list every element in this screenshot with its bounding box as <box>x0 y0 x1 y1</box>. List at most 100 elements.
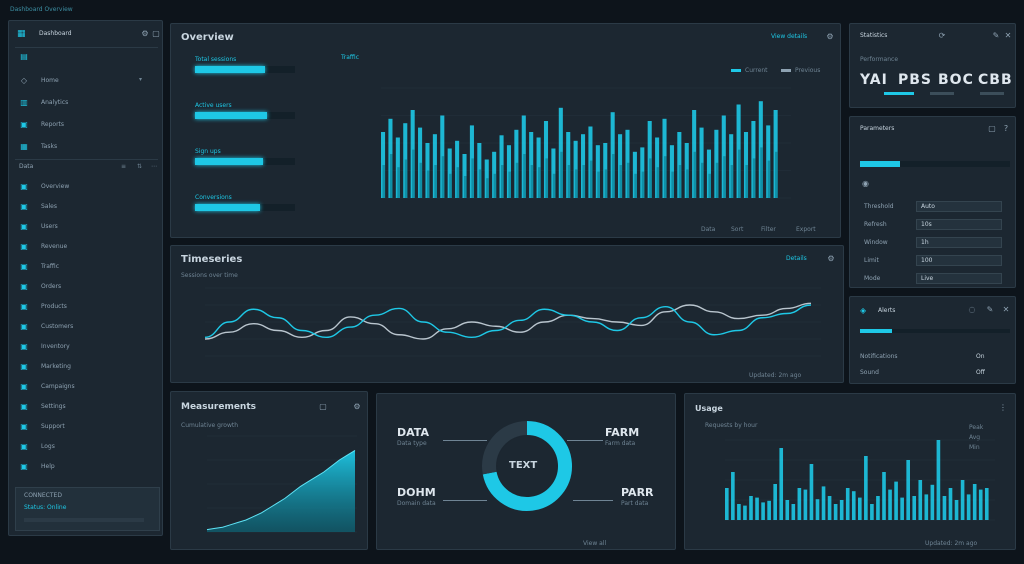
bar <box>749 496 753 520</box>
bar <box>978 489 983 520</box>
expand-icon[interactable]: ▢ <box>319 402 327 411</box>
bar-previous <box>575 169 578 198</box>
bar <box>984 488 989 520</box>
bar <box>900 497 904 520</box>
bar-previous <box>478 169 482 198</box>
parameter-field[interactable]: 100 <box>916 255 1002 266</box>
bar-previous <box>530 165 534 198</box>
grid-icon: ▦ <box>17 29 26 39</box>
bar-previous <box>538 167 541 198</box>
sidebar-item-analytics[interactable]: ▥ Analytics <box>20 98 69 107</box>
mute-icon[interactable]: ◌ <box>968 305 976 314</box>
sidebar-list-item[interactable]: ▣ Settings <box>9 399 169 415</box>
sidebar-list-item[interactable]: ▣ Help <box>9 459 169 475</box>
bar <box>864 456 868 520</box>
bar <box>972 484 977 520</box>
settings-icon[interactable]: ⚙ <box>826 32 834 41</box>
usage-footer: Updated: 2m ago <box>925 540 978 547</box>
bar-previous <box>760 147 763 198</box>
sidebar-item-tasks[interactable]: ▦ Tasks <box>20 142 58 151</box>
sidebar-list-item[interactable]: ▣ Products <box>9 299 169 315</box>
alert-value-1[interactable]: On <box>976 353 985 360</box>
bar <box>815 499 820 520</box>
sidebar-list-item[interactable]: ▣ Logs <box>9 439 169 455</box>
home-icon: ◇ <box>20 76 28 85</box>
item-icon: ▣ <box>20 362 28 371</box>
sidebar-list-item[interactable]: ▣ Marketing <box>9 359 169 375</box>
sidebar-list-item[interactable]: ▣ Overview <box>9 179 169 195</box>
expand-icon[interactable]: ▢ <box>988 124 996 133</box>
sidebar-item-menu[interactable]: ▤ <box>9 49 169 65</box>
bar <box>761 502 765 520</box>
edit-icon[interactable]: ✎ <box>992 31 1000 40</box>
donut-slice <box>482 421 528 475</box>
sidebar-list-label: Marketing <box>41 363 71 370</box>
usage-title: Usage <box>695 404 723 413</box>
sidebar-list-label: Logs <box>41 443 55 450</box>
refresh-icon[interactable]: ⟳ <box>938 31 946 40</box>
bar-previous <box>715 162 719 198</box>
trend-title: Timeseries <box>181 254 243 265</box>
analytics-icon: ▥ <box>20 98 28 107</box>
item-icon: ▣ <box>20 382 28 391</box>
close-icon[interactable]: ✕ <box>1004 31 1012 40</box>
edit-icon[interactable]: ✎ <box>986 305 994 314</box>
sidebar-list-item[interactable]: ▣ Users <box>9 219 169 235</box>
filter-icon[interactable]: ≡ <box>121 163 127 170</box>
close-icon[interactable]: ✕ <box>1002 305 1010 314</box>
item-icon: ▣ <box>20 302 28 311</box>
settings-icon[interactable]: ⚙ <box>827 254 835 263</box>
growth-panel: Measurements ▢ ⚙ Cumulative growth <box>170 391 368 550</box>
bar-previous <box>493 173 497 198</box>
bar-previous <box>397 167 400 198</box>
sidebar-list-item[interactable]: ▣ Revenue <box>9 239 169 255</box>
donut-footer[interactable]: View all <box>583 540 607 547</box>
item-icon: ▣ <box>20 222 28 231</box>
sidebar-list-item[interactable]: ▣ Sales <box>9 199 169 215</box>
parameter-field[interactable]: 10s <box>916 219 1002 230</box>
parameter-label: Threshold <box>864 203 894 210</box>
window-icon[interactable]: ▢ <box>152 29 160 38</box>
bar-previous <box>515 162 519 198</box>
parameter-field[interactable]: 1h <box>916 237 1002 248</box>
bar-previous <box>545 158 549 198</box>
settings-icon[interactable]: ⚙ <box>353 402 361 411</box>
alert-value-2[interactable]: Off <box>976 369 985 376</box>
bar-previous <box>634 173 637 198</box>
sidebar-item-reports[interactable]: ▣ Reports <box>20 120 65 129</box>
bar-previous <box>456 167 460 198</box>
overview-link[interactable]: View details <box>771 33 808 40</box>
overview-bar-chart <box>381 87 791 199</box>
sidebar-list-item[interactable]: ▣ Inventory <box>9 339 169 355</box>
sidebar-list-item[interactable]: ▣ Campaigns <box>9 379 169 395</box>
help-icon[interactable]: ? <box>1003 124 1009 133</box>
bar-previous <box>641 171 645 198</box>
bar <box>906 460 910 520</box>
metric-bar-fill <box>195 66 265 73</box>
metric-bar <box>195 158 295 165</box>
toggle-icon[interactable]: ◉ <box>862 179 869 188</box>
sidebar-list-item[interactable]: ▣ Customers <box>9 319 169 335</box>
sidebar-list-label: Customers <box>41 323 74 330</box>
usage-bar-chart <box>725 439 995 521</box>
sidebar-list-item[interactable]: ▣ Traffic <box>9 259 169 275</box>
parameters-title: Parameters <box>860 125 895 132</box>
bar <box>725 488 729 520</box>
trend-link[interactable]: Details <box>786 255 807 262</box>
bar-previous <box>693 151 697 198</box>
sort-icon[interactable]: ⇅ <box>137 163 143 170</box>
sidebar-list-label: Inventory <box>41 343 70 350</box>
bar <box>924 494 929 520</box>
sidebar-item-home[interactable]: ◇ Home ▾ <box>20 76 143 85</box>
bell-icon[interactable]: ◈ <box>860 306 867 315</box>
donut-center-label: TEXT <box>509 460 538 471</box>
sidebar-list-item[interactable]: ▣ Support <box>9 419 169 435</box>
parameters-panel: Parameters ▢ ? ◉ Threshold Auto Refresh 10s… <box>849 116 1016 288</box>
parameter-field[interactable]: Auto <box>916 201 1002 212</box>
gear-icon[interactable]: ⚙ <box>141 29 149 38</box>
more-icon[interactable]: ⋯ <box>151 163 157 170</box>
sidebar-list-item[interactable]: ▣ Orders <box>9 279 169 295</box>
parameter-field[interactable]: Live <box>916 273 1002 284</box>
trend-line-chart <box>204 287 821 357</box>
more-icon[interactable]: ⋮ <box>999 403 1007 412</box>
